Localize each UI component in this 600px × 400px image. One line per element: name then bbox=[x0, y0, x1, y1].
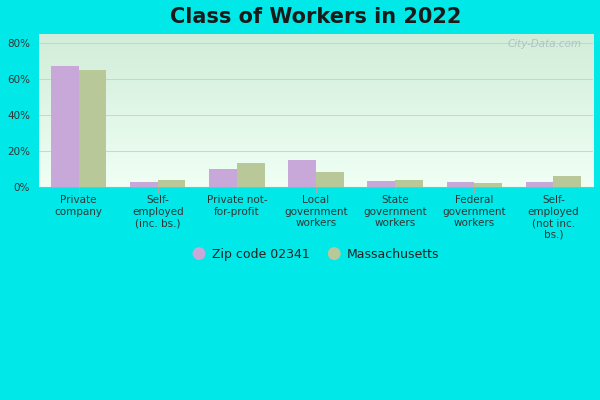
Text: City-Data.com: City-Data.com bbox=[508, 39, 582, 49]
Bar bbox=[526, 182, 553, 187]
Bar bbox=[446, 182, 475, 187]
Bar bbox=[316, 172, 344, 187]
Bar bbox=[237, 164, 265, 187]
Bar bbox=[475, 183, 502, 187]
Bar bbox=[209, 169, 237, 187]
Bar bbox=[395, 180, 423, 187]
Bar bbox=[553, 176, 581, 187]
Bar bbox=[130, 182, 158, 187]
Bar bbox=[158, 180, 185, 187]
Legend: Zip code 02341, Massachusetts: Zip code 02341, Massachusetts bbox=[188, 243, 444, 266]
Bar bbox=[367, 180, 395, 187]
Title: Class of Workers in 2022: Class of Workers in 2022 bbox=[170, 7, 462, 27]
Bar bbox=[51, 66, 79, 187]
Bar bbox=[289, 160, 316, 187]
Bar bbox=[79, 70, 106, 187]
